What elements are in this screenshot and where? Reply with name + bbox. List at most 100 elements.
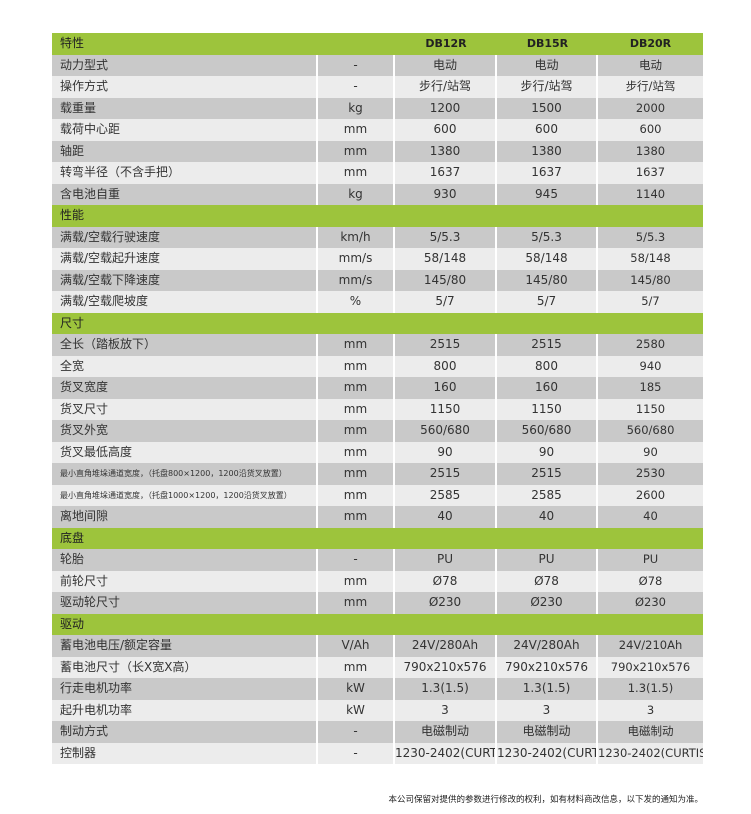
table-row: 货叉外宽 mm 560/680 560/680 560/680 — [52, 420, 703, 442]
table-row: 满载/空载起升速度 mm/s 58/148 58/148 58/148 — [52, 248, 703, 270]
value-db15r: 5/7 — [497, 291, 598, 313]
table-row: 离地间隙 mm 40 40 40 — [52, 506, 703, 528]
spec-label: 全长（踏板放下） — [52, 334, 318, 356]
value-db15r: 145/80 — [497, 269, 598, 291]
value-db12r: 1200 — [395, 97, 497, 119]
value-db12r: Ø78 — [395, 570, 497, 592]
value-db15r: 160 — [497, 377, 598, 399]
table-row: 行走电机功率 kW 1.3(1.5) 1.3(1.5) 1.3(1.5) — [52, 678, 703, 700]
value-db20r: 1637 — [635, 165, 666, 179]
spec-unit: kg — [318, 97, 395, 119]
table-row: 货叉宽度 mm 160 160 185 — [52, 377, 703, 399]
spec-label: 载荷中心距 — [52, 119, 318, 141]
spec-label: 满载/空载爬坡度 — [52, 291, 318, 313]
value-db12r: 24V/280Ah — [395, 635, 497, 657]
spec-label: 货叉最低高度 — [52, 441, 318, 463]
spec-unit: mm — [318, 484, 395, 506]
header-label: 特性 — [60, 36, 85, 50]
spec-label: 载重量 — [52, 97, 318, 119]
value-db15r: 电动 — [497, 54, 598, 76]
spec-unit: - — [318, 742, 395, 764]
value-db20r: 940 — [639, 358, 662, 373]
value-db20r: 5/5.3 — [635, 229, 666, 244]
value-db15r: 24V/280Ah — [497, 635, 598, 657]
value-db12r: 2585 — [395, 484, 497, 506]
value-db20r: 1.3(1.5) — [627, 681, 674, 695]
value-db20r: 560/680 — [626, 423, 675, 437]
value-db12r: 步行/站驾 — [395, 76, 497, 98]
value-db20r: 5/7 — [641, 294, 660, 308]
table-row: 轮胎 - PU PU PU — [52, 549, 703, 571]
value-db15r: 800 — [497, 355, 598, 377]
spec-unit: - — [318, 54, 395, 76]
value-db15r: 1500 — [497, 97, 598, 119]
spec-unit: mm/s — [318, 248, 395, 270]
value-db20r: 790x210x576 — [610, 659, 691, 674]
value-db20r: Ø78 — [638, 573, 663, 588]
spec-unit: mm/s — [318, 269, 395, 291]
table-row: 满载/空载爬坡度% 5/7 5/7 5/7 — [52, 291, 703, 313]
spec-unit: mm — [318, 140, 395, 162]
value-db15r: 5/5.3 — [497, 226, 598, 248]
value-db15r: 90 — [497, 441, 598, 463]
value-db15r: 电磁制动 — [497, 721, 598, 743]
spec-unit: km/h — [318, 226, 395, 248]
spec-unit: V/Ah — [318, 635, 395, 657]
spec-unit: - — [318, 721, 395, 743]
spec-label: 满载/空载起升速度 — [52, 248, 318, 270]
value-db12r: 1637 — [395, 162, 497, 184]
value-db15r: 1150 — [497, 398, 598, 420]
spec-unit: - — [318, 549, 395, 571]
value-db15r: 2515 — [497, 463, 598, 485]
disclaimer-note: 本公司保留对提供的参数进行修改的权利，如有材料商改信息，以下发的通知为准。 — [388, 795, 703, 805]
value-db12r: 40 — [395, 506, 497, 528]
spec-unit: mm — [318, 355, 395, 377]
table-row: 驱动轮尺寸 mm Ø230 Ø230 Ø230 — [52, 592, 703, 614]
value-db12r: 3 — [395, 699, 497, 721]
spec-label: 起升电机功率 — [52, 699, 318, 721]
section-title: 底盘 — [60, 530, 85, 545]
value-db12r: 2515 — [395, 463, 497, 485]
spec-unit: mm — [318, 592, 395, 614]
spec-unit: mm — [318, 119, 395, 141]
value-db12r: 1380 — [395, 140, 497, 162]
value-db15r: 560/680 — [497, 420, 598, 442]
spec-table: 特性 DB12R DB15R DB20R 动力型式 - 电动 电动 电动 操作方式 - 步行/… — [52, 33, 703, 764]
spec-unit: mm — [318, 506, 395, 528]
value-db12r: Ø230 — [395, 592, 497, 614]
spec-unit: kW — [318, 678, 395, 700]
spec-label: 蓄电池电压/额定容量 — [52, 635, 318, 657]
spec-label: 控制器 — [52, 742, 318, 764]
value-db20r: 1150 — [635, 401, 666, 416]
value-db15r: 790x210x576 — [497, 656, 598, 678]
value-db20r: 185 — [639, 380, 662, 394]
spec-label: 制动方式 — [52, 721, 318, 743]
table-row: 满载/空载行驶速度 km/h 5/5.3 5/5.3 5/5.3 — [52, 226, 703, 248]
value-db20r: 90 — [643, 444, 658, 459]
value-db12r: 600 — [395, 119, 497, 141]
value-db20r: 1230-2402(CURTIS) — [598, 745, 703, 760]
section-header: 底盘 — [52, 527, 703, 549]
value-db15r: 2585 — [497, 484, 598, 506]
spec-label: 货叉尺寸 — [52, 398, 318, 420]
value-db15r: 40 — [497, 506, 598, 528]
section-title: 性能 — [60, 208, 85, 222]
value-db15r: 步行/站驾 — [497, 76, 598, 98]
table-row: 载重量 kg 1200 1500 2000 — [52, 97, 703, 119]
spec-label: 满载/空载下降速度 — [52, 269, 318, 291]
table-row: 满载/空载下降速度 mm/s 145/80 145/80 145/80 — [52, 269, 703, 291]
value-db12r: 160 — [395, 377, 497, 399]
spec-unit: mm — [318, 334, 395, 356]
spec-label: 货叉宽度 — [52, 377, 318, 399]
section-header: 驱动 — [52, 613, 703, 635]
value-db15r: 1380 — [497, 140, 598, 162]
table-row: 轴距 mm 1380 1380 1380 — [52, 140, 703, 162]
value-db20r: 3 — [646, 702, 655, 717]
value-db20r: 2580 — [635, 337, 666, 351]
value-db20r: 电磁制动 — [627, 724, 674, 738]
table-row: 货叉最低高度 mm 90 90 90 — [52, 441, 703, 463]
value-db15r: 600 — [497, 119, 598, 141]
spec-unit: mm — [318, 463, 395, 485]
spec-unit: kW — [318, 699, 395, 721]
section-header: 尺寸 — [52, 312, 703, 334]
